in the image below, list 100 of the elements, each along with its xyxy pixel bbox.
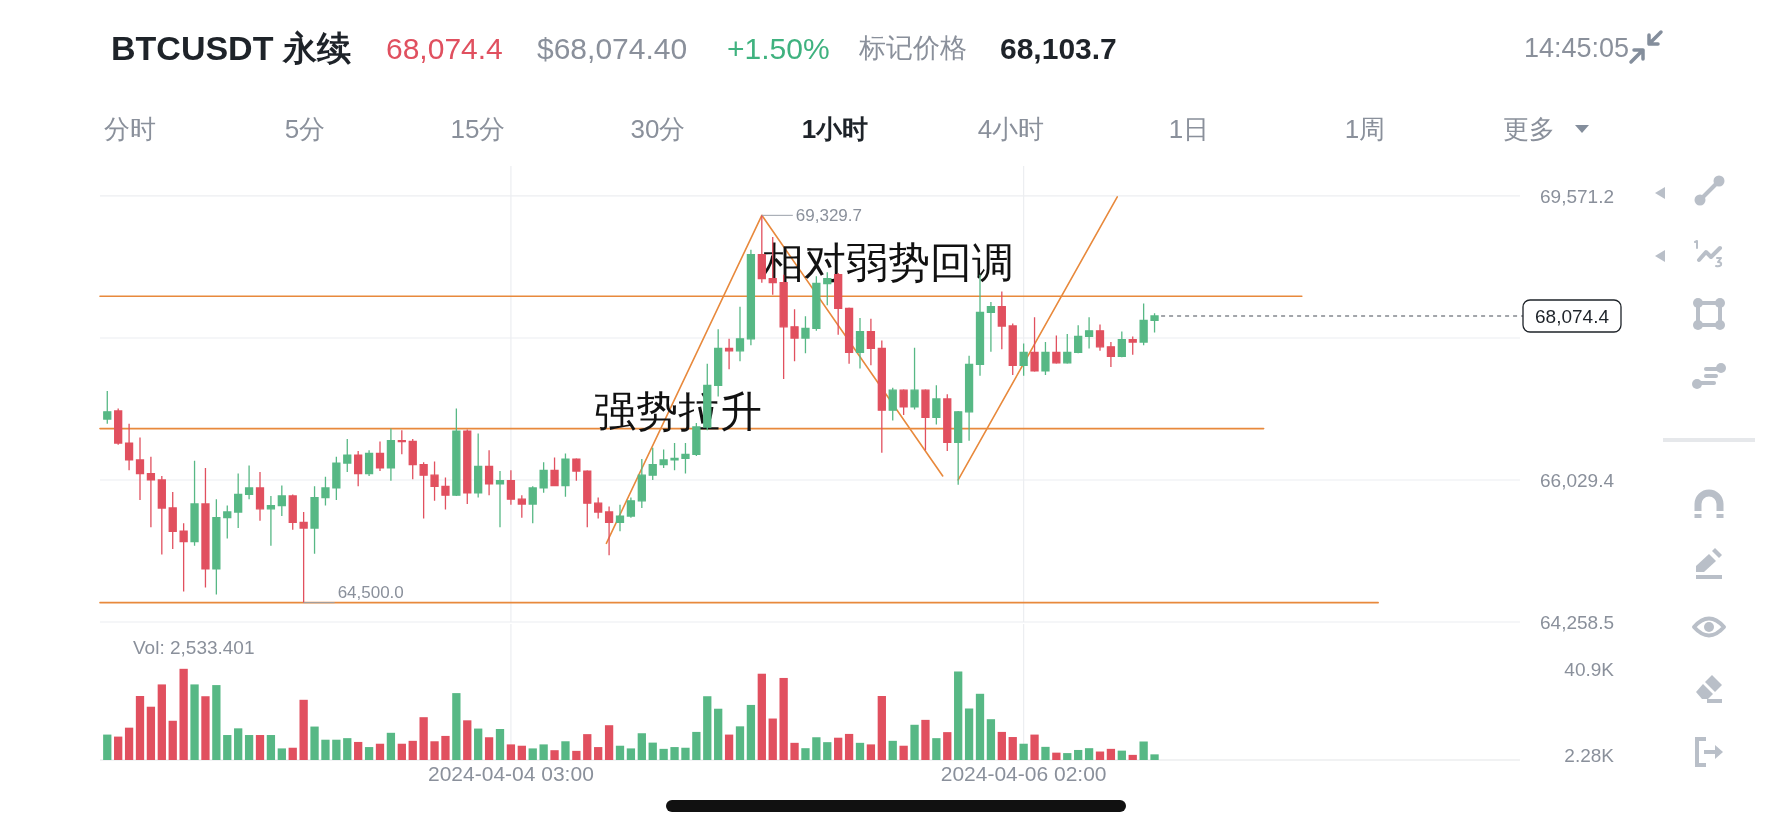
candlestick	[604, 505, 614, 556]
candlestick	[375, 440, 385, 472]
candlestick	[495, 470, 505, 528]
bar	[681, 747, 690, 760]
bar	[441, 735, 450, 760]
candlestick	[583, 469, 592, 528]
bar	[495, 729, 505, 760]
text: $68,074.40	[537, 31, 688, 65]
bar	[703, 696, 712, 760]
bar	[157, 684, 166, 760]
bar	[823, 742, 832, 760]
candlestick	[986, 301, 996, 353]
candlestick	[757, 214, 766, 284]
bar	[779, 677, 788, 760]
y-tick-label: 40.9K	[1564, 658, 1615, 680]
bar	[626, 748, 636, 760]
x-tick-label: 2024-04-06 02:00	[940, 761, 1107, 785]
bar	[1008, 737, 1017, 760]
bar	[637, 733, 646, 760]
candlestick	[724, 338, 734, 370]
bar	[114, 736, 123, 760]
text: +1.50%	[727, 31, 830, 65]
candlestick	[430, 460, 439, 502]
bar	[1074, 749, 1083, 760]
y-tick-label: 69,571.2	[1540, 185, 1614, 207]
candlestick	[844, 306, 854, 365]
candlestick	[1030, 316, 1039, 373]
bar	[724, 734, 734, 760]
text: 分时	[104, 114, 156, 144]
candlestick	[441, 476, 450, 511]
candlestick	[288, 493, 297, 531]
text: 4小时	[977, 114, 1045, 144]
candlestick	[1084, 316, 1094, 350]
candlestick	[266, 495, 276, 547]
bar	[910, 724, 919, 760]
bar	[234, 728, 243, 760]
bar	[408, 740, 417, 760]
bar	[266, 735, 276, 760]
candlestick	[135, 436, 145, 501]
bar	[354, 741, 363, 760]
text: Vol: 2,533.401	[133, 636, 255, 658]
bar	[201, 696, 210, 760]
candlestick	[168, 491, 177, 550]
bar	[223, 735, 232, 760]
candlestick	[572, 457, 581, 482]
bar	[572, 750, 581, 760]
bar	[244, 735, 254, 760]
candlestick	[299, 511, 308, 604]
candlestick	[517, 494, 526, 519]
bar	[921, 719, 930, 760]
bar	[539, 744, 548, 760]
candlestick	[790, 308, 799, 362]
candlestick	[419, 461, 428, 520]
text: 68,103.7	[1000, 31, 1117, 65]
bar	[124, 727, 134, 760]
bar	[452, 693, 461, 760]
bar	[1019, 743, 1028, 760]
candlestick	[146, 456, 156, 528]
candlestick	[1139, 302, 1148, 346]
bar	[735, 726, 745, 760]
candlestick	[1063, 333, 1072, 365]
candlestick	[1052, 334, 1061, 365]
bar	[135, 696, 145, 760]
bar	[746, 704, 756, 760]
bar	[146, 706, 156, 760]
bar	[386, 732, 396, 760]
candlestick	[615, 504, 625, 532]
bar	[364, 747, 374, 760]
bar	[212, 685, 221, 760]
candlestick	[1019, 342, 1028, 377]
bar	[1041, 746, 1050, 760]
text: 1日	[1168, 114, 1210, 144]
text: 5分	[284, 114, 326, 144]
candlestick	[201, 467, 210, 589]
candlestick	[103, 390, 112, 425]
candlestick	[855, 317, 865, 370]
bar	[932, 738, 941, 760]
candlestick	[506, 469, 516, 506]
candlestick	[408, 438, 417, 480]
bar	[659, 748, 668, 760]
candlestick	[484, 449, 494, 496]
bar	[168, 720, 177, 760]
bar	[812, 737, 821, 760]
text: 1小时	[801, 114, 869, 144]
candlestick	[735, 306, 745, 362]
bar	[419, 717, 428, 760]
candlestick	[321, 476, 330, 507]
bar	[844, 733, 854, 760]
bar	[899, 745, 908, 760]
candlestick	[277, 484, 286, 517]
bar	[1052, 752, 1061, 760]
candlestick	[1106, 341, 1116, 368]
bar	[866, 744, 876, 760]
candlestick	[1117, 330, 1126, 358]
candlestick	[626, 496, 636, 519]
bar	[463, 720, 472, 760]
bar	[986, 719, 996, 760]
bar	[1117, 750, 1126, 760]
bar	[343, 738, 352, 760]
bar	[855, 742, 865, 760]
